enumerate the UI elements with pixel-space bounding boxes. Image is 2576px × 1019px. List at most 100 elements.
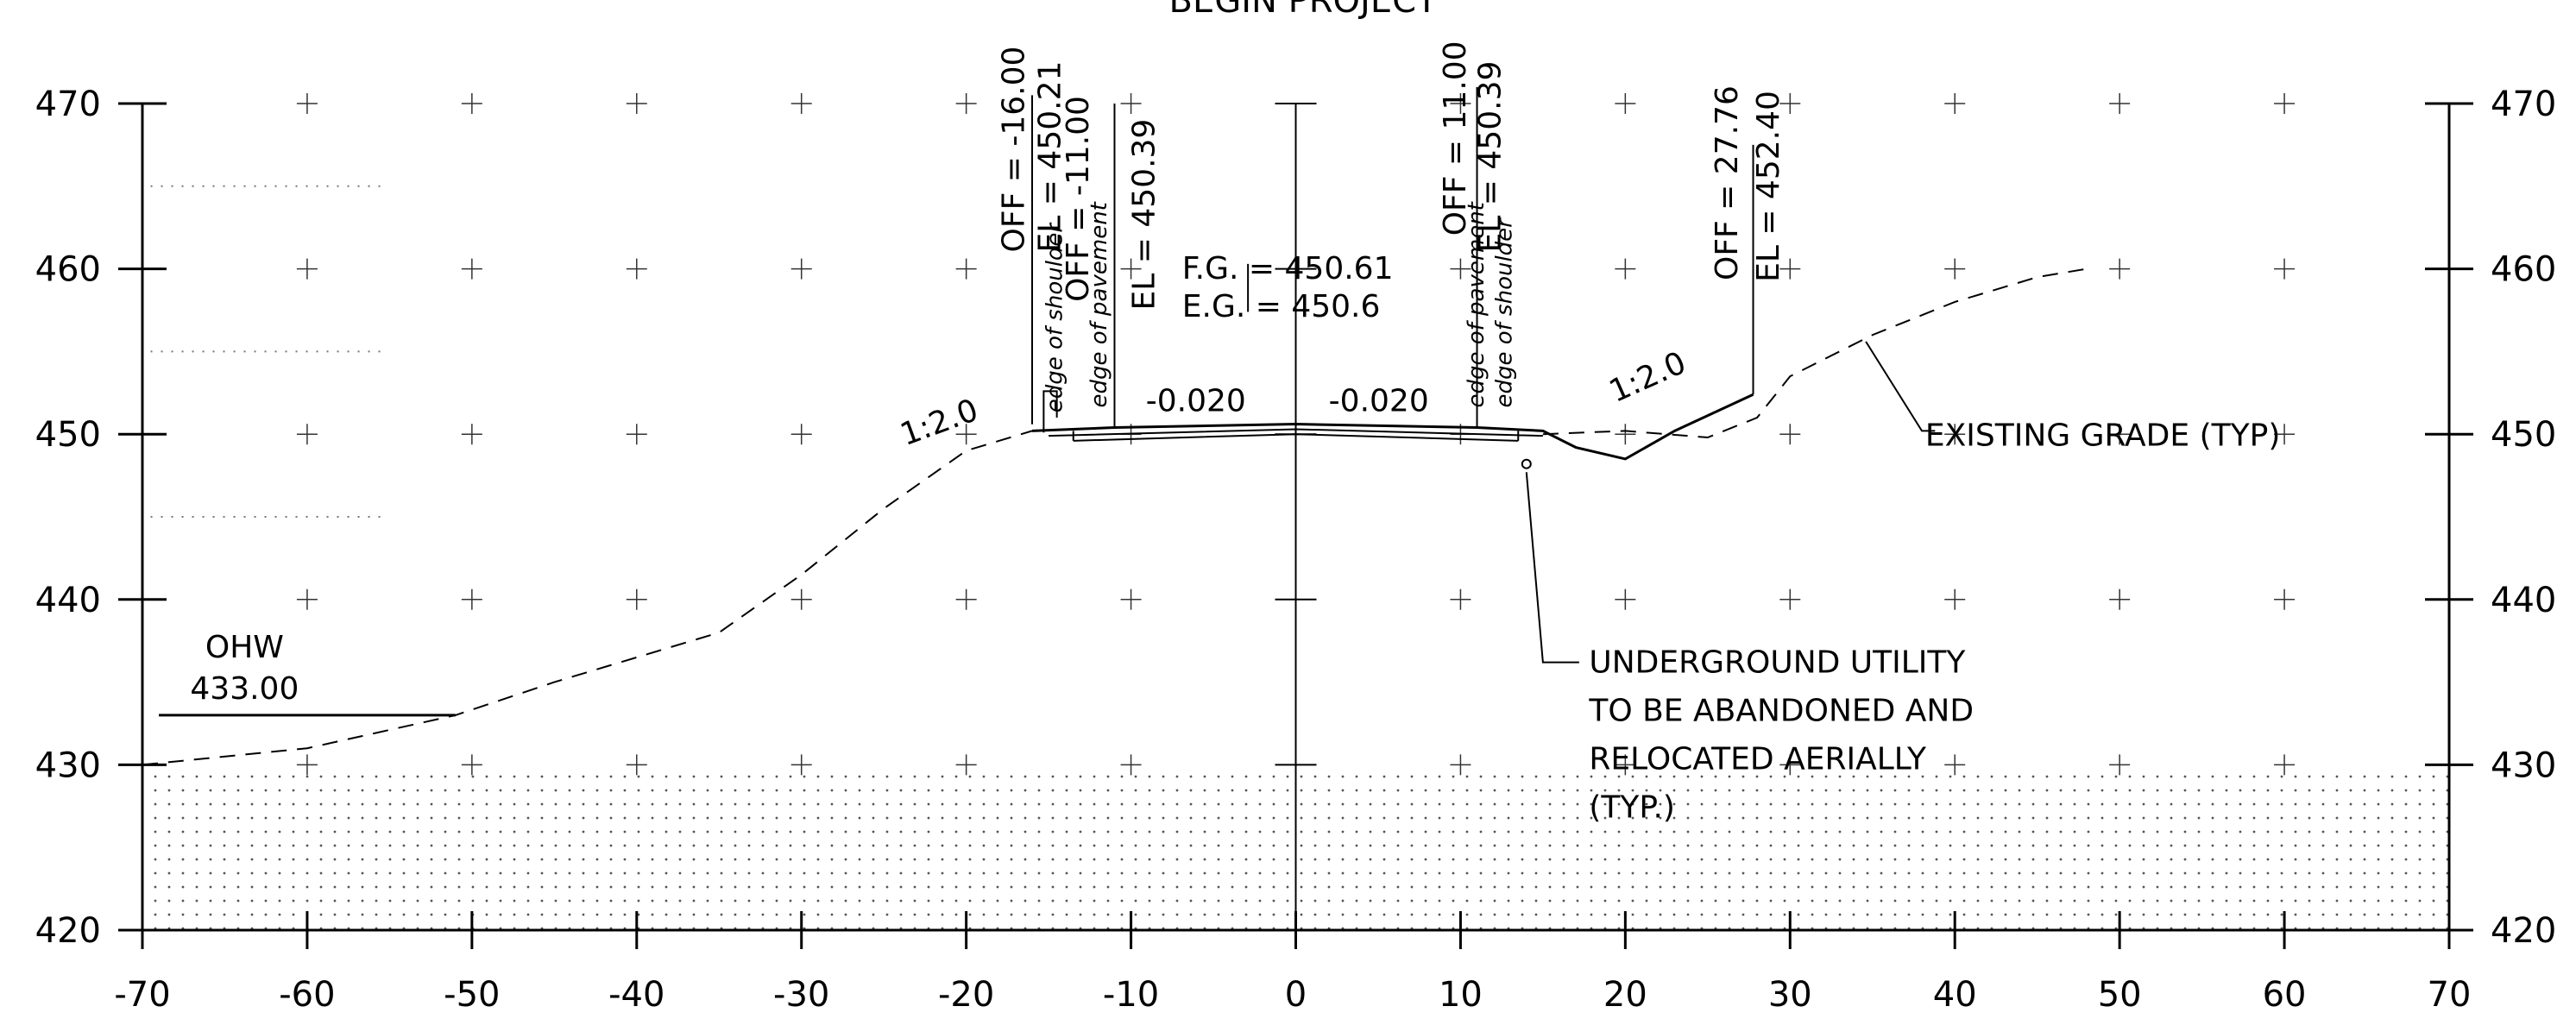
utility-note: UNDERGROUND UTILITY TO BE ABANDONED AND RE… (1588, 645, 1974, 826)
proposed-grade-line (1031, 393, 1754, 461)
cross-slope-left: -0.020 (1146, 383, 1246, 418)
grid-plus (626, 93, 647, 114)
grid-plus (296, 588, 318, 610)
y-tick-label-left: 430 (35, 745, 101, 785)
off-left-pavement: OFF = -11.00 (1061, 96, 1096, 302)
grid-plus (1120, 754, 1142, 776)
x-tick-label: 70 (2428, 975, 2472, 1015)
grid-plus (626, 754, 647, 776)
edge-of-shoulder-right: edge of shoulder (1492, 217, 1518, 408)
y-tick-label-right: 440 (2491, 581, 2556, 620)
grid-plus (790, 754, 812, 776)
off-left-shoulder: OFF = -16.00 (996, 47, 1031, 253)
left-dotted-hatch (150, 185, 381, 518)
grid-plus (1450, 754, 1471, 776)
x-tick-label: -50 (444, 975, 500, 1015)
x-tick-label: 50 (2098, 975, 2142, 1015)
y-tick-label-left: 460 (35, 250, 101, 290)
utility-note-line: UNDERGROUND UTILITY (1589, 645, 1966, 681)
grid-plus (1779, 258, 1801, 280)
y-tick-label-right: 430 (2491, 745, 2556, 785)
offset-callout-lines (1031, 86, 1754, 428)
grid-plus (2274, 754, 2296, 776)
utility-note-line: (TYP.) (1589, 790, 1675, 826)
grid-plus (955, 93, 977, 114)
grid-plus (790, 588, 812, 610)
grid-plus (1120, 93, 1142, 114)
x-tick-label: -30 (773, 975, 829, 1015)
existing-grade-line (142, 267, 2088, 766)
y-tick-label-right: 450 (2491, 415, 2556, 455)
x-tick-label: 20 (1603, 975, 1647, 1015)
grid-plus (955, 588, 977, 610)
pavement-slab (1042, 390, 1543, 442)
grid-plus (1615, 588, 1636, 610)
grid-plus (2274, 93, 2296, 114)
x-tick-label: 0 (1285, 975, 1307, 1015)
grid-plus (461, 258, 482, 280)
grid-plus (461, 424, 482, 445)
grid-plus (1779, 93, 1801, 114)
grid-plus (296, 93, 318, 114)
grid-plus (1450, 258, 1471, 280)
grid-plus (790, 93, 812, 114)
grid-plus (461, 754, 482, 776)
grid-plus (1779, 588, 1801, 610)
edge-of-pavement-right: edge of pavement (1464, 201, 1490, 407)
grid-plus (1615, 754, 1636, 776)
axes (118, 102, 2473, 949)
grid-plus (461, 588, 482, 610)
grid-plus (296, 424, 318, 445)
x-tick-label: 60 (2263, 975, 2307, 1015)
grid-plus (296, 258, 318, 280)
y-tick-label-right: 470 (2491, 85, 2556, 124)
grid-plus (1120, 588, 1142, 610)
x-tick-label: -20 (938, 975, 994, 1015)
grid-plus (2109, 588, 2131, 610)
grid-plus (2109, 258, 2131, 280)
grid-plus (1944, 258, 1966, 280)
edge-of-shoulder-left: edge of shoulder (1042, 222, 1068, 413)
el-right-tie: EL = 452.40 (1751, 91, 1786, 282)
x-tick-label: -10 (1103, 975, 1159, 1015)
grid-plus (1615, 424, 1636, 445)
grid-plus (2109, 754, 2131, 776)
grid-plus (955, 754, 977, 776)
grid-plus (2274, 588, 2296, 610)
y-tick-label-left: 440 (35, 581, 101, 620)
grid-plus (1120, 258, 1142, 280)
el-right-pavement: EL = 450.39 (1472, 61, 1508, 253)
y-tick-labels-right: 420 430 440 450 460 470 (2491, 85, 2556, 951)
grid-plus (1450, 93, 1471, 114)
existing-grade-label: EXISTING GRADE (TYP) (1925, 418, 2281, 454)
cross-slope-right: -0.020 (1329, 383, 1429, 418)
off-right-tie: OFF = 27.76 (1710, 85, 1745, 280)
y-tick-label-left: 420 (35, 911, 101, 951)
grid-plus (1450, 588, 1471, 610)
x-tick-label: -70 (114, 975, 170, 1015)
existing-grade-leader (1865, 341, 1936, 432)
grid-plus (1944, 93, 1966, 114)
utility-leader (1525, 472, 1579, 664)
grid-markers (296, 93, 2296, 776)
grid-plus (955, 424, 977, 445)
grid-plus (2109, 424, 2131, 445)
header-title: BEGIN PROJECT (1169, 0, 1439, 21)
x-tick-label: -40 (608, 975, 664, 1015)
x-tick-label: 40 (1933, 975, 1977, 1015)
ohw-value: 433.00 (190, 671, 299, 707)
utility-point (1521, 458, 1532, 469)
el-left-pavement: EL = 450.39 (1126, 119, 1162, 311)
y-tick-label-left: 450 (35, 415, 101, 455)
grid-plus (2109, 93, 2131, 114)
fg-label: F.G. = 450.61 (1182, 251, 1394, 286)
grid-plus (1944, 754, 1966, 776)
grid-plus (296, 754, 318, 776)
slope-right: 1:2.0 (1604, 345, 1691, 410)
grid-plus (626, 258, 647, 280)
y-tick-label-right: 460 (2491, 250, 2556, 290)
grid-plus (1615, 93, 1636, 114)
grid-plus (626, 588, 647, 610)
